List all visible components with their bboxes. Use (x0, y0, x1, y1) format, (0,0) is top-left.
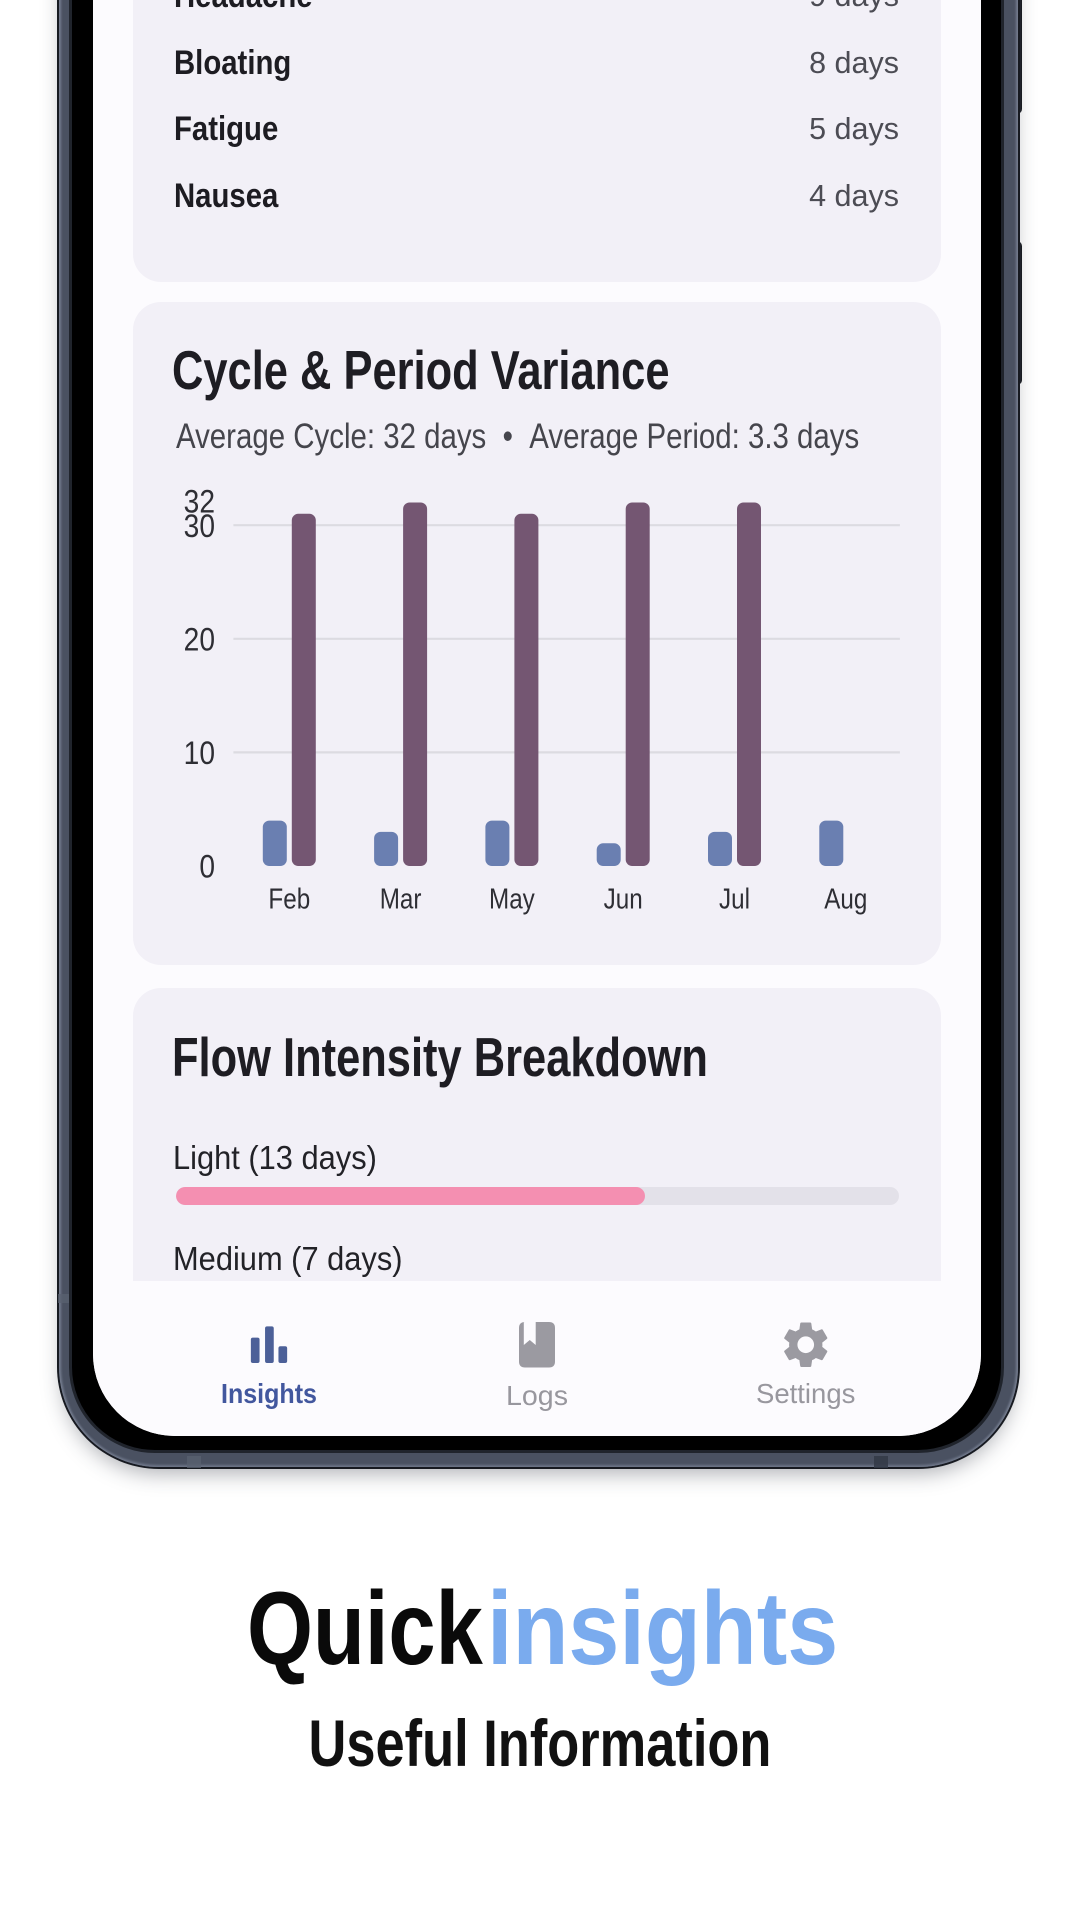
svg-text:20: 20 (184, 623, 215, 658)
svg-text:32: 32 (184, 485, 215, 520)
svg-text:10: 10 (184, 736, 215, 771)
svg-text:Jun: Jun (604, 883, 643, 915)
svg-text:May: May (489, 883, 535, 915)
svg-text:Aug: Aug (824, 883, 867, 915)
svg-text:Feb: Feb (268, 883, 310, 915)
svg-text:0: 0 (199, 850, 215, 885)
svg-text:Mar: Mar (380, 883, 422, 915)
svg-text:30: 30 (184, 509, 215, 544)
svg-text:Jul: Jul (719, 883, 750, 915)
